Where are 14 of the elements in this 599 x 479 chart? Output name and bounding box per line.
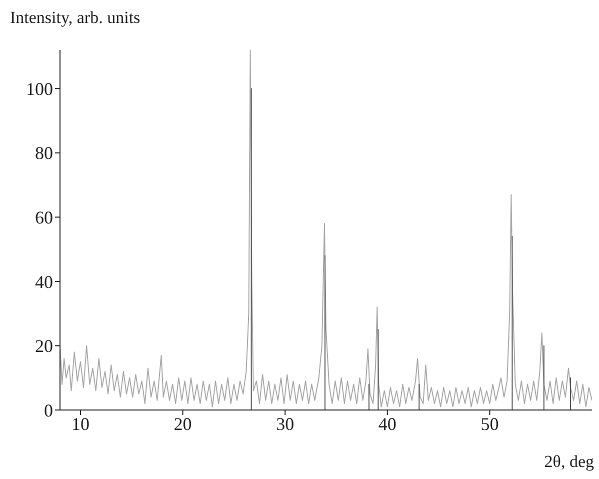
y-axis-title: Intensity, arb. units xyxy=(10,8,140,28)
line-series xyxy=(60,50,592,408)
x-tick-label: 30 xyxy=(276,414,294,434)
x-tick-label: 50 xyxy=(480,414,499,434)
y-tick-label: 80 xyxy=(35,143,53,164)
x-tick-label: 10 xyxy=(71,414,90,434)
y-tick-label: 100 xyxy=(26,78,53,99)
y-tick-label: 40 xyxy=(35,272,53,292)
y-tick-label: 60 xyxy=(35,208,53,228)
y-tick-label: 20 xyxy=(35,336,53,356)
x-axis-title: 2θ, deg xyxy=(544,452,594,472)
x-tick-label: 20 xyxy=(174,414,192,434)
x-tick-label: 40 xyxy=(378,414,396,434)
y-tick-label: 0 xyxy=(44,400,53,420)
